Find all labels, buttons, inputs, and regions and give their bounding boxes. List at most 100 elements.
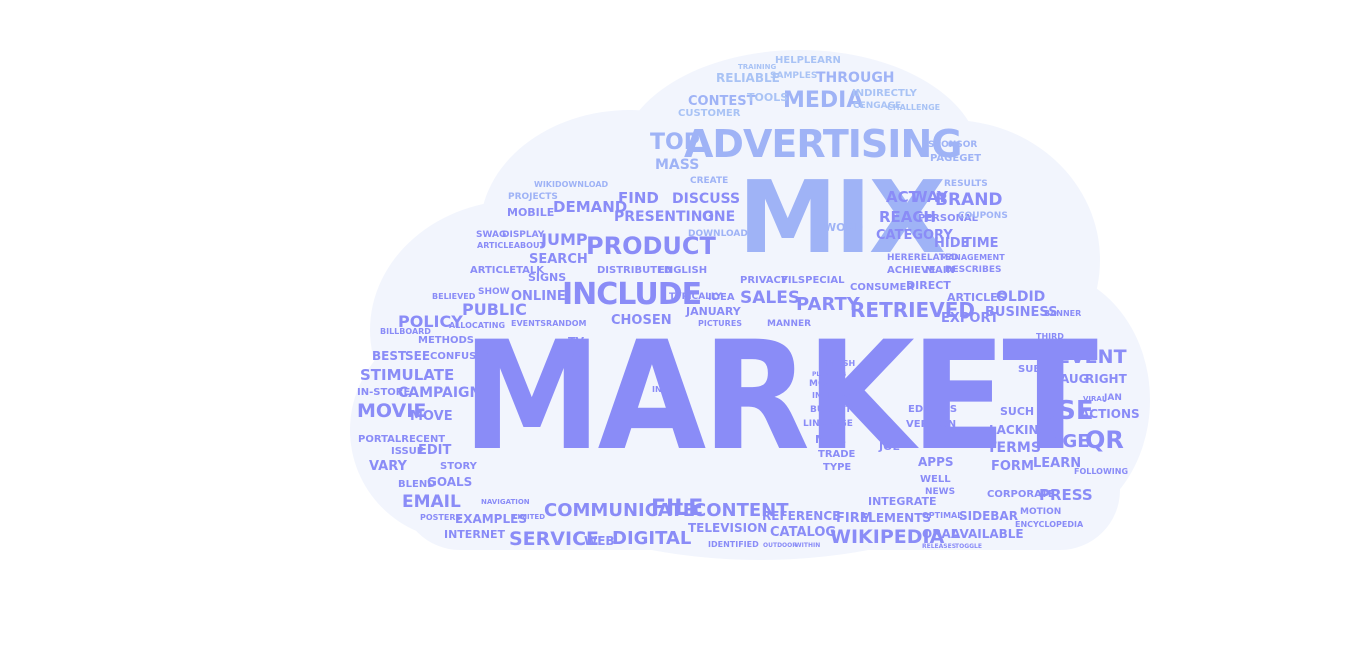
word-billboard: BILLBOARD [380, 327, 431, 336]
word-product: PRODUCT [586, 232, 716, 260]
word-aug: AUG [1060, 372, 1089, 386]
word-advertising: ADVERTISING [684, 122, 962, 166]
word-content: CONTENT [693, 500, 789, 521]
word-releases: RELEASES [922, 543, 957, 550]
word-retrieved: RETRIEVED [850, 298, 975, 322]
word-firm: FIRM [836, 511, 873, 526]
word-party: PARTY [796, 294, 860, 315]
word-describes: DESCRIBES [945, 265, 1002, 275]
word-service: SERVICE [509, 528, 599, 550]
word-file: FILE [651, 496, 704, 521]
word-trade: TRADE [818, 449, 856, 460]
word-event: EVENT [1057, 346, 1127, 368]
word-navigation: NAVIGATION [481, 498, 530, 506]
word-personal: PERSONAL [918, 213, 979, 224]
word-articles: ARTICLES [947, 291, 1006, 304]
word-sponsor: SPONSOR [928, 140, 978, 150]
word-management: MANAGEMENT [940, 253, 1005, 262]
word-posters: POSTERS [420, 513, 462, 522]
word-optimal: OPTIMAL [922, 511, 963, 520]
word-search: SEARCH [529, 252, 588, 267]
word-oldid: OLDID [996, 289, 1046, 305]
word-use: USE [1036, 396, 1094, 426]
word-qr: QR [1085, 426, 1124, 454]
word-campaign: CAMPAIGN [398, 385, 482, 401]
word-export: EXPORT [941, 311, 999, 326]
word-following: FOLLOWING [1074, 467, 1129, 476]
word-january: JANUARY [686, 305, 741, 318]
word-customer: CUSTOMER [678, 108, 741, 119]
word-banner: BANNER [1044, 309, 1082, 318]
word-form: FORM [991, 459, 1034, 474]
word-stimulate: STIMULATE [360, 366, 455, 384]
word-one: ONE [702, 209, 736, 225]
word-way: WAY [911, 188, 948, 206]
word-methods: METHODS [418, 335, 474, 346]
word-move: MOVE [410, 409, 453, 424]
word-sales: SALES [740, 288, 801, 308]
word-reference: REFERENCE [762, 509, 841, 523]
word-viral: VIRAL [1083, 395, 1107, 403]
word-challenge: CHALLENGE [887, 103, 941, 112]
word-email: EMAIL [402, 492, 461, 512]
word-typically: TYPICALLY [669, 292, 722, 302]
word-articleabout: ARTICLEABOUT [477, 241, 545, 250]
word-integrate: INTEGRATE [868, 495, 937, 508]
word-lacking: LACKING [989, 423, 1049, 437]
word-through: THROUGH [816, 70, 895, 86]
word-believed: BELIEVED [432, 292, 476, 301]
word-available: AVAILABLE [951, 527, 1024, 541]
word-coupons: COUPONS [958, 211, 1008, 221]
word-subset: SUBSET [1018, 364, 1062, 375]
word-edit: EDIT [418, 443, 452, 458]
word-distributed: DISTRIBUTED [597, 265, 673, 276]
word-display: DISPLAY [502, 230, 545, 240]
word-within: WITHIN [795, 542, 821, 549]
word-swag: SWAG [476, 230, 507, 240]
word-jump: JUMP [541, 230, 588, 249]
word-act: ACT [886, 188, 919, 206]
word-mail: MAIL [815, 433, 846, 446]
word-jan: JAN [1104, 393, 1122, 403]
word-version: VERSION [906, 419, 957, 430]
word-pictures: PICTURES [698, 319, 743, 328]
word-digital: DIGITAL [612, 528, 692, 549]
word-main: MAIN [925, 265, 955, 276]
word-indirectly: INDIRECTLY [852, 88, 917, 99]
word-presenting: PRESENTING [614, 209, 714, 225]
word-include: INCLUDE [562, 277, 702, 312]
word-chosen: CHOSEN [611, 313, 672, 328]
word-filspecial: FILSPECIAL [781, 275, 845, 286]
word-word: WORD [824, 221, 864, 234]
word-mobile: MOBILE [507, 206, 555, 219]
word-samples: SAMPLES [770, 71, 818, 81]
word-articletalk: ARTICLETALK [470, 265, 544, 276]
word-right: RIGHT [1085, 372, 1127, 386]
word-wikipedia: WIKIPEDIA [830, 526, 945, 548]
word-goals: GOALS [427, 475, 473, 489]
word-brand: BRAND [935, 190, 1003, 210]
word-direct: DIRECT [906, 279, 951, 292]
word-market: MARKET [462, 310, 1098, 484]
word-hide: HIDE [934, 236, 970, 251]
word-joe: JOE [879, 440, 900, 453]
cloud-shape [350, 50, 1150, 560]
word-such: SUCH [1000, 405, 1035, 418]
word-isbn: ISBN [566, 353, 588, 362]
word-mass: MASS [655, 157, 700, 173]
word-public: PUBLIC [462, 300, 527, 319]
word-elements: ELEMENTS [860, 511, 932, 525]
word-well: WELL [920, 474, 951, 485]
word-editors: EDITORS [908, 404, 958, 415]
word-outdoor: OUTDOOR [763, 542, 797, 549]
word-increase: INCREASE [812, 391, 857, 400]
word-hererelated: HERERELATED [887, 253, 959, 263]
word-consumer: CONSUMER [850, 282, 915, 293]
word-planting: PLANTING [812, 371, 847, 378]
word-news: NEWS [925, 487, 956, 497]
word-linkpage: LINKPAGE [803, 419, 853, 429]
word-catalog: CATALOG [770, 525, 837, 540]
word-in-store: IN-STORE [357, 387, 411, 398]
word-find: FIND [618, 189, 659, 207]
word-flash: FLASH [826, 359, 856, 368]
